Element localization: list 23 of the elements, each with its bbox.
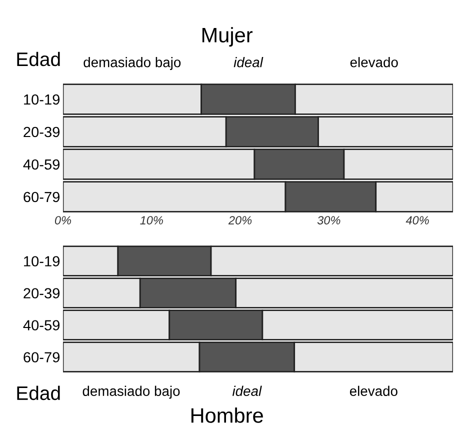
x-tick-label: 30% [317, 216, 340, 224]
y-tick-label: 10-19 [24, 94, 60, 105]
x-tick-label: 40% [406, 216, 429, 224]
x-tick-label: 0% [54, 216, 72, 224]
series-label: demasiado bajo [84, 57, 181, 70]
series-label: ideal [234, 57, 264, 68]
y-axis-title: Edad [17, 52, 60, 66]
text: Hombre [191, 408, 263, 423]
y-tick-label: 20-39 [24, 126, 60, 138]
y-axis-title: Edad [17, 386, 60, 400]
series-label: elevado [350, 386, 398, 396]
y-tick-label: 20-39 [24, 288, 60, 298]
y-tick-label: 40-59 [23, 320, 60, 330]
y-tick-label: 60-79 [24, 192, 60, 202]
chart-title: Mujer [202, 27, 253, 47]
y-tick-label: 10-19 [24, 256, 60, 266]
series-label: elevado [350, 57, 398, 68]
x-tick-label: 20% [228, 216, 252, 224]
series-label: demasiado bajo [82, 386, 180, 399]
y-tick-label: 60-79 [24, 352, 60, 362]
x-tick-label: 10% [140, 216, 163, 224]
series-label: ideal [232, 386, 262, 396]
y-tick-label: 40-59 [23, 159, 60, 170]
